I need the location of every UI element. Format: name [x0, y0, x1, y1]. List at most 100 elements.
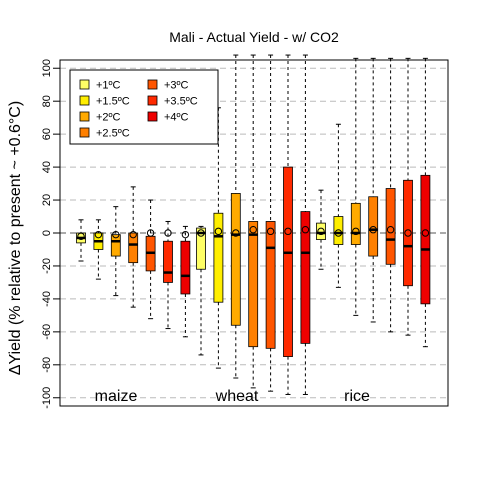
- legend-item: +1.5ºC: [79, 95, 130, 108]
- box-wheat-3: [230, 54, 241, 379]
- box-rice-6: [403, 57, 413, 336]
- mean-marker: [266, 227, 275, 236]
- box-iqr: [316, 222, 326, 240]
- mean-marker: [232, 229, 240, 237]
- legend-swatch: [147, 95, 158, 106]
- box-rice-2: [333, 123, 344, 288]
- y-tick-label: 0: [41, 230, 53, 236]
- y-axis-label: ΔYield (% relative to present ~ +0.6°C): [7, 101, 24, 375]
- mean-marker: [404, 229, 412, 237]
- box-iqr: [350, 202, 361, 245]
- mean-marker: [112, 230, 120, 239]
- box-wheat-6: [283, 54, 293, 395]
- box-maize-6: [163, 220, 173, 330]
- y-tick-label: -100: [41, 387, 53, 409]
- mean-marker: [77, 232, 85, 240]
- legend-swatch: [79, 79, 90, 90]
- box-iqr: [110, 234, 121, 257]
- mean-marker: [421, 229, 430, 237]
- group-label-wheat: wheat: [215, 388, 259, 405]
- box-iqr: [128, 232, 139, 264]
- legend-label: +1ºC: [96, 80, 121, 92]
- box-iqr: [283, 166, 293, 357]
- box-maize-1: [76, 219, 86, 262]
- y-tick-label: 40: [41, 161, 53, 173]
- y-tick-label: -20: [41, 258, 53, 274]
- box-rice-1: [316, 189, 326, 270]
- y-axis: -100 -80 -60 -40 -20 0 20 40 60 80 100: [41, 59, 61, 409]
- legend-item: +1ºC: [79, 79, 121, 92]
- legend-swatch: [79, 111, 90, 122]
- mean-marker: [146, 229, 155, 237]
- box-maize-7: [180, 225, 191, 338]
- y-tick-label: -60: [41, 324, 53, 340]
- mean-marker: [386, 226, 395, 234]
- mean-marker: [94, 230, 103, 239]
- box-maize-4: [128, 186, 139, 308]
- legend-item: +2.5ºC: [79, 127, 130, 140]
- mean-marker: [317, 227, 325, 236]
- box-iqr: [300, 211, 311, 344]
- box-rice-4: [368, 57, 379, 323]
- mean-marker: [129, 230, 137, 239]
- mean-marker: [369, 226, 377, 234]
- legend-label: +2ºC: [96, 112, 121, 124]
- legend-swatch: [79, 127, 90, 138]
- group-label-rice: rice: [344, 388, 370, 405]
- legend-item: +2ºC: [79, 111, 121, 124]
- legend-item: +3ºC: [147, 79, 189, 92]
- legend-box: [69, 69, 219, 145]
- y-tick-label: 60: [41, 128, 53, 140]
- box-wheat-2: [213, 107, 224, 369]
- chart-title: Mali - Actual Yield - w/ CO2: [169, 29, 339, 45]
- group-labels: maize wheat rice: [95, 388, 370, 405]
- mean-marker: [352, 227, 360, 236]
- y-tick-label: 100: [41, 59, 53, 77]
- box-iqr: [196, 227, 206, 270]
- box-iqr: [333, 216, 344, 245]
- legend-label: +3ºC: [164, 80, 189, 92]
- box-iqr: [213, 212, 224, 303]
- box-maize-2: [93, 219, 104, 280]
- box-iqr: [403, 179, 413, 287]
- legend-item: +4ºC: [147, 111, 189, 124]
- mean-marker: [164, 229, 172, 237]
- legend-label: +3.5ºC: [164, 96, 198, 108]
- y-tick-label: -40: [41, 291, 53, 307]
- mean-marker: [181, 230, 190, 239]
- box-iqr: [163, 240, 173, 283]
- mean-marker: [301, 226, 310, 234]
- y-tick-label: 80: [41, 95, 53, 107]
- legend: +1ºC +1.5ºC +2ºC +2.5ºC +3ºC +3.5ºC +4ºC: [69, 69, 219, 145]
- y-tick-label: -80: [41, 357, 53, 373]
- box-iqr: [230, 193, 241, 326]
- plot-frame: [59, 59, 449, 407]
- y-tick-label: 20: [41, 194, 53, 206]
- group-label-maize: maize: [95, 388, 138, 405]
- box-rice-3: [350, 57, 361, 316]
- box-wheat-7: [300, 54, 311, 395]
- box-wheat-5: [265, 54, 276, 392]
- box-iqr: [265, 221, 276, 349]
- mean-marker: [284, 227, 292, 236]
- box-rice-7: [420, 57, 431, 348]
- box-iqr: [420, 174, 431, 305]
- box-rice-5: [385, 57, 396, 333]
- legend-label: +2.5ºC: [96, 128, 130, 140]
- legend-label: +4ºC: [164, 112, 189, 124]
- legend-swatch: [79, 95, 90, 106]
- legend-label: +1.5ºC: [96, 96, 130, 108]
- boxes: [76, 54, 431, 395]
- mean-marker: [214, 227, 223, 236]
- mean-marker: [249, 226, 257, 234]
- mean-marker: [197, 229, 205, 237]
- box-iqr: [248, 221, 259, 348]
- box-maize-3: [110, 206, 121, 297]
- box-wheat-1: [196, 225, 206, 356]
- box-iqr: [180, 240, 191, 295]
- legend-swatch: [147, 111, 158, 122]
- legend-swatch: [147, 79, 158, 90]
- box-maize-5: [145, 199, 156, 320]
- mean-marker: [334, 229, 343, 237]
